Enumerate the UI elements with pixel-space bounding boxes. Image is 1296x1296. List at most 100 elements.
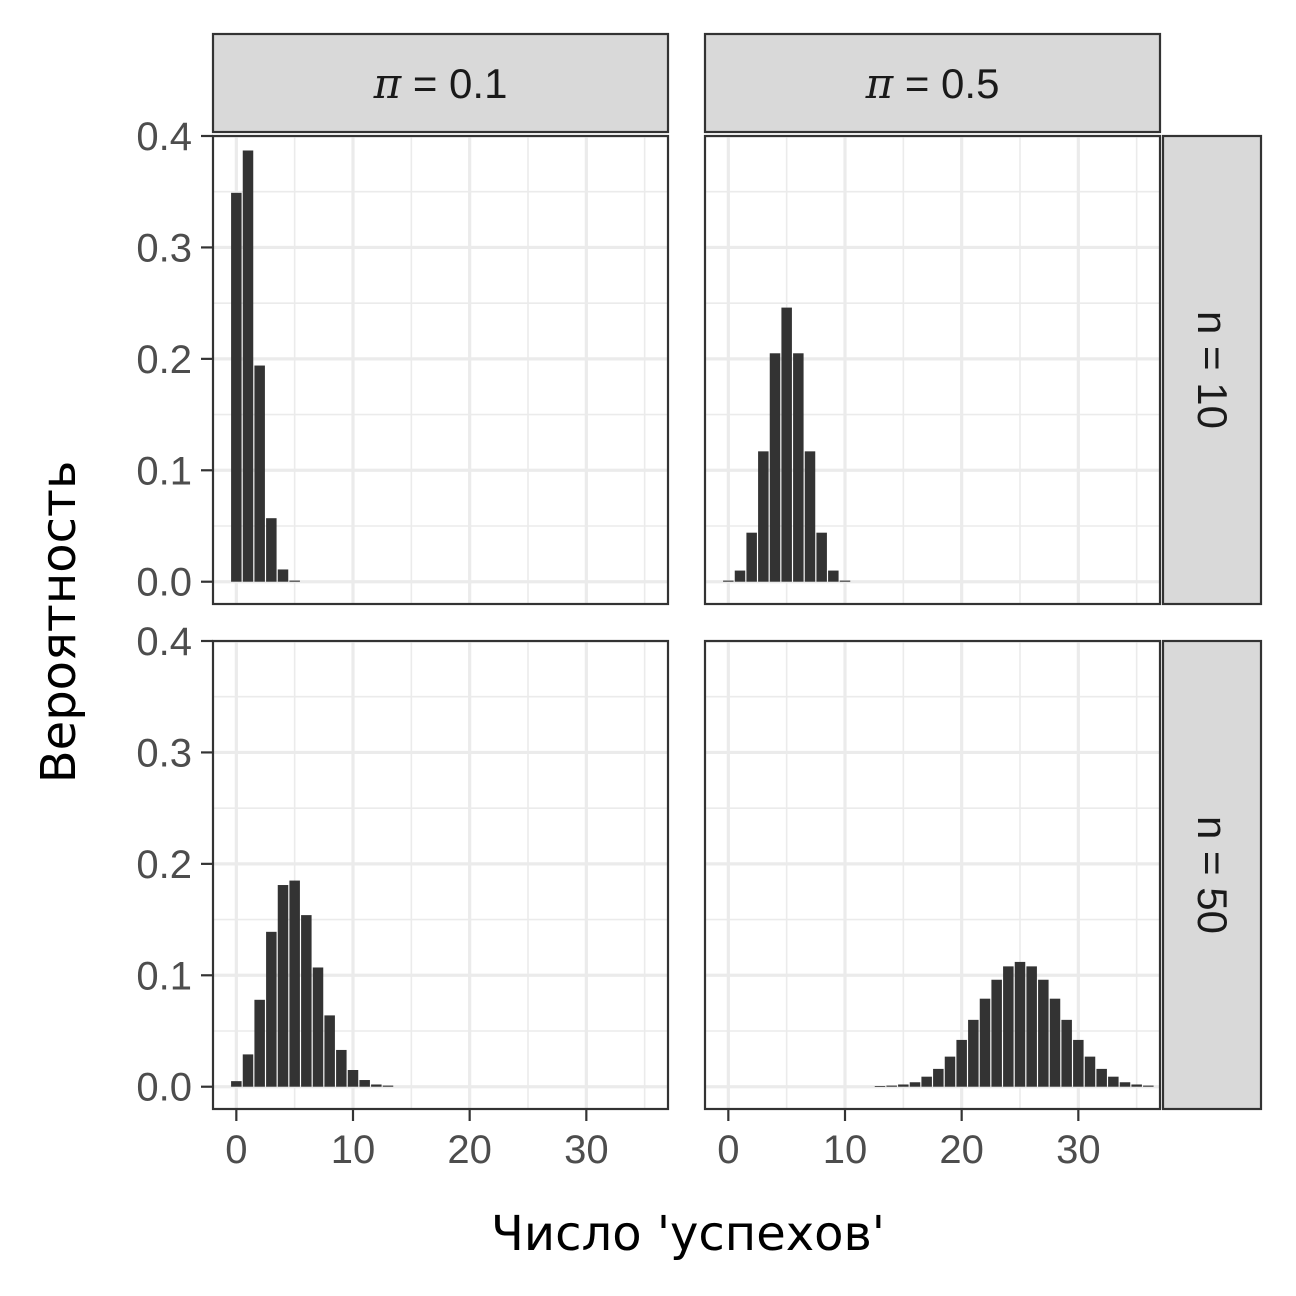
bar bbox=[301, 915, 312, 1087]
bar bbox=[723, 580, 734, 582]
bar bbox=[231, 1081, 242, 1087]
y-tick-label: 0.0 bbox=[136, 561, 192, 605]
bar bbox=[874, 1086, 886, 1087]
bar bbox=[793, 353, 804, 582]
bar bbox=[1119, 1082, 1131, 1087]
y-tick-label: 0.3 bbox=[136, 731, 192, 775]
bar bbox=[254, 999, 265, 1087]
bar bbox=[324, 1015, 335, 1087]
x-tick-label: 20 bbox=[447, 1128, 492, 1172]
strip-label-row: n = 50 bbox=[1189, 816, 1236, 934]
panel-border bbox=[703, 639, 1162, 1111]
bar bbox=[1143, 1085, 1154, 1087]
bar bbox=[1108, 1076, 1119, 1087]
strip-value: = 0.5 bbox=[893, 60, 999, 107]
bar bbox=[347, 1070, 359, 1087]
bar bbox=[277, 885, 289, 1087]
bar bbox=[933, 1068, 944, 1087]
panel-border bbox=[703, 134, 1162, 606]
bar bbox=[804, 451, 816, 582]
x-axis-title: Число 'успехов' bbox=[491, 1206, 885, 1262]
panel-r1-c1 bbox=[703, 639, 1162, 1111]
bar bbox=[781, 307, 792, 582]
bar bbox=[231, 192, 242, 582]
strip-col-0: π = 0.1 bbox=[211, 32, 670, 134]
x-tick-label: 20 bbox=[939, 1128, 984, 1172]
bar bbox=[1096, 1068, 1107, 1087]
strip-col-1: π = 0.5 bbox=[703, 32, 1162, 134]
pi-symbol: π bbox=[373, 59, 403, 108]
bar bbox=[921, 1076, 932, 1087]
y-tick-label: 0.1 bbox=[136, 449, 192, 493]
strip-row-0: n = 10 bbox=[1161, 134, 1263, 606]
panel-border bbox=[211, 134, 670, 606]
y-axis-title: Вероятность bbox=[31, 461, 87, 784]
bar bbox=[1061, 1019, 1072, 1087]
bar bbox=[734, 570, 746, 582]
strip-background bbox=[1161, 639, 1263, 1111]
strip-value: = 0.1 bbox=[401, 60, 507, 107]
bar bbox=[1038, 979, 1049, 1087]
strip-label-row: n = 10 bbox=[1189, 311, 1236, 429]
bar bbox=[289, 880, 300, 1087]
y-tick-label: 0.0 bbox=[136, 1066, 192, 1110]
strip-background bbox=[1161, 134, 1263, 606]
bar bbox=[944, 1056, 956, 1087]
bar bbox=[359, 1080, 370, 1087]
bar bbox=[1073, 1039, 1084, 1087]
bar bbox=[336, 1049, 347, 1087]
bar bbox=[1084, 1056, 1096, 1087]
x-tick-label: 30 bbox=[564, 1128, 609, 1172]
y-tick-label: 0.3 bbox=[136, 226, 192, 270]
bar bbox=[886, 1085, 897, 1087]
bar bbox=[839, 580, 851, 582]
panel-background bbox=[213, 136, 668, 604]
bar bbox=[382, 1085, 394, 1087]
bar bbox=[991, 979, 1002, 1087]
strip-label-col: π = 0.5 bbox=[865, 59, 1000, 108]
bar bbox=[277, 569, 289, 582]
strip-row-1: n = 50 bbox=[1161, 639, 1263, 1111]
x-tick-label: 10 bbox=[331, 1128, 376, 1172]
bar bbox=[769, 353, 781, 582]
bar bbox=[968, 1019, 979, 1087]
y-tick-label: 0.1 bbox=[136, 954, 192, 998]
bar bbox=[979, 998, 991, 1087]
bar bbox=[746, 532, 757, 582]
bar bbox=[1049, 998, 1061, 1087]
bar bbox=[898, 1084, 909, 1087]
strip-label-col: π = 0.1 bbox=[373, 59, 508, 108]
bar bbox=[758, 451, 769, 582]
bar bbox=[1026, 966, 1037, 1087]
pi-symbol: π bbox=[865, 59, 895, 108]
bar bbox=[254, 365, 265, 582]
bar bbox=[266, 518, 277, 582]
bar bbox=[909, 1082, 921, 1087]
strip-background bbox=[211, 32, 670, 134]
y-tick-label: 0.4 bbox=[136, 115, 192, 159]
bar bbox=[1003, 966, 1014, 1087]
panel-background bbox=[705, 641, 1160, 1109]
strip-background bbox=[703, 32, 1162, 134]
bar bbox=[1131, 1084, 1142, 1087]
panel-border bbox=[211, 639, 670, 1111]
bar bbox=[956, 1039, 967, 1087]
x-tick-label: 10 bbox=[823, 1128, 868, 1172]
x-tick-label: 30 bbox=[1056, 1128, 1101, 1172]
bar bbox=[371, 1084, 382, 1087]
panel-r0-c1 bbox=[703, 134, 1162, 606]
bar bbox=[266, 931, 277, 1087]
bar bbox=[242, 150, 254, 582]
bar bbox=[312, 967, 324, 1087]
x-tick-label: 0 bbox=[225, 1128, 247, 1172]
bar bbox=[828, 570, 839, 582]
panel-r0-c0 bbox=[211, 134, 670, 606]
x-tick-label: 0 bbox=[717, 1128, 739, 1172]
bar bbox=[1014, 961, 1026, 1087]
bar bbox=[289, 580, 300, 582]
y-tick-label: 0.4 bbox=[136, 620, 192, 664]
y-tick-label: 0.2 bbox=[136, 843, 192, 887]
bar bbox=[242, 1054, 254, 1087]
bar bbox=[816, 532, 827, 582]
